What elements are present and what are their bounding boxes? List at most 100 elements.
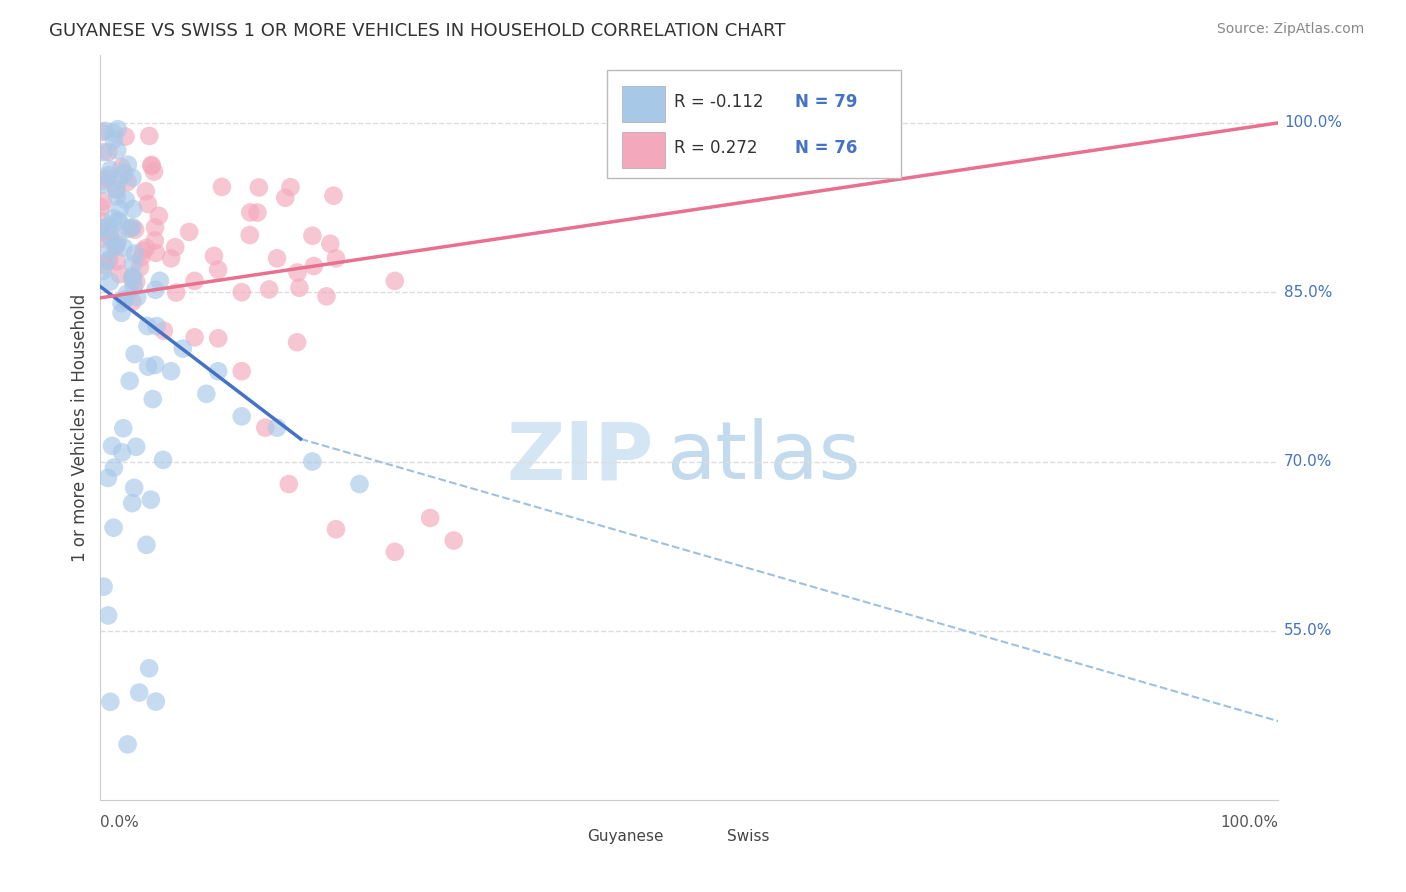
Point xyxy=(108,202,131,216)
Point xyxy=(112,241,135,255)
Point xyxy=(122,269,145,284)
Point xyxy=(132,244,155,258)
Point xyxy=(122,202,145,216)
Point xyxy=(325,252,347,266)
Point xyxy=(152,324,174,338)
Point xyxy=(108,267,131,281)
Point xyxy=(111,445,134,459)
Point xyxy=(443,533,465,548)
Point xyxy=(103,126,125,140)
Point xyxy=(165,240,187,254)
Point xyxy=(98,224,121,238)
FancyBboxPatch shape xyxy=(540,827,579,847)
Point xyxy=(118,222,141,236)
Point xyxy=(211,180,233,194)
Point xyxy=(100,162,122,177)
Point xyxy=(207,364,229,378)
Point xyxy=(114,129,136,144)
Point xyxy=(239,228,262,243)
Point xyxy=(105,183,128,197)
Point xyxy=(103,211,125,226)
Point xyxy=(117,175,139,189)
Point xyxy=(91,264,114,278)
Point xyxy=(112,421,135,435)
Point xyxy=(257,282,280,296)
Point xyxy=(135,241,157,255)
Point xyxy=(115,286,138,301)
Point xyxy=(315,289,337,303)
Point xyxy=(97,254,120,268)
Point xyxy=(122,481,145,495)
Text: 100.0%: 100.0% xyxy=(1220,815,1278,830)
Point xyxy=(266,252,288,266)
Point xyxy=(143,220,166,235)
Point xyxy=(97,145,120,159)
Point xyxy=(105,182,128,196)
Point xyxy=(98,695,121,709)
Point xyxy=(94,124,117,138)
Point xyxy=(117,158,139,172)
FancyBboxPatch shape xyxy=(623,132,665,169)
Text: R = 0.272: R = 0.272 xyxy=(673,139,758,157)
Text: Source: ZipAtlas.com: Source: ZipAtlas.com xyxy=(1216,22,1364,37)
Point xyxy=(128,685,150,699)
Point xyxy=(121,220,143,235)
Point xyxy=(145,245,167,260)
Point xyxy=(108,173,131,187)
FancyBboxPatch shape xyxy=(681,827,721,847)
Text: N = 76: N = 76 xyxy=(796,139,858,157)
Point xyxy=(122,257,145,271)
Point xyxy=(141,158,163,172)
Point xyxy=(319,236,342,251)
Point xyxy=(136,359,159,374)
Point xyxy=(121,273,143,287)
Point xyxy=(93,580,115,594)
Point xyxy=(266,420,288,434)
Text: N = 79: N = 79 xyxy=(796,93,858,111)
Point xyxy=(419,511,441,525)
Point xyxy=(143,283,166,297)
Point xyxy=(231,285,253,300)
Point xyxy=(160,364,183,378)
Point xyxy=(91,194,114,209)
Text: atlas: atlas xyxy=(666,418,860,497)
Point xyxy=(152,453,174,467)
Point xyxy=(117,737,139,751)
Point xyxy=(124,347,146,361)
Point xyxy=(179,225,201,239)
Point xyxy=(97,471,120,485)
Point xyxy=(325,522,347,536)
Point xyxy=(105,143,128,157)
Point xyxy=(90,200,112,214)
Point xyxy=(91,214,114,228)
Point xyxy=(97,169,120,183)
Point xyxy=(121,170,143,185)
Point xyxy=(90,221,112,235)
Point xyxy=(107,233,129,247)
Point xyxy=(124,246,146,260)
Point xyxy=(96,171,118,186)
Text: 100.0%: 100.0% xyxy=(1284,115,1343,130)
Point xyxy=(288,281,311,295)
Point xyxy=(135,185,157,199)
FancyBboxPatch shape xyxy=(607,70,901,178)
Y-axis label: 1 or more Vehicles in Household: 1 or more Vehicles in Household xyxy=(72,293,89,562)
Point xyxy=(103,521,125,535)
Point xyxy=(247,180,270,194)
Text: 70.0%: 70.0% xyxy=(1284,454,1333,469)
Point xyxy=(93,258,115,272)
Point xyxy=(207,262,229,277)
Point xyxy=(105,189,128,203)
Point xyxy=(301,454,323,468)
Point xyxy=(90,231,112,245)
Point xyxy=(322,188,344,202)
Point xyxy=(121,271,143,285)
Point xyxy=(287,266,309,280)
Point xyxy=(139,492,162,507)
Point xyxy=(277,477,299,491)
Point xyxy=(172,342,194,356)
Point xyxy=(105,254,128,268)
Point xyxy=(246,205,269,219)
Point xyxy=(103,133,125,147)
Point xyxy=(136,197,159,211)
